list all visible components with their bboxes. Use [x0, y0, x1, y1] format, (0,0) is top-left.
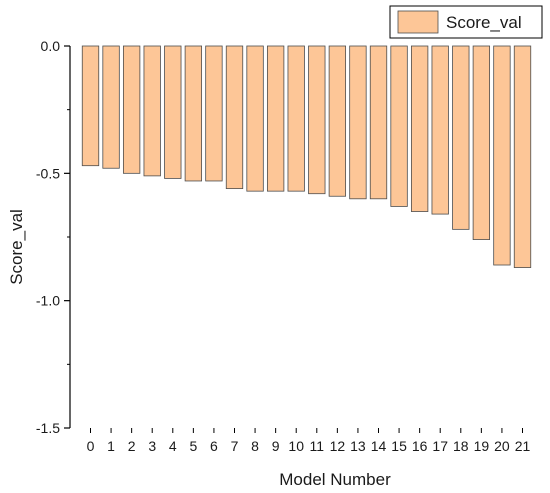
y-tick-label: -1.5 — [36, 420, 60, 436]
y-ticks-group: 0.0 -0.5 -1.0 -1.5 — [36, 38, 70, 436]
bar-13 — [349, 45, 367, 200]
x-tick-label: 13 — [350, 438, 366, 454]
x-tick-label: 7 — [231, 438, 239, 454]
x-tick-label: 4 — [169, 438, 177, 454]
x-tick-label: 0 — [87, 438, 95, 454]
bar-15 — [390, 45, 408, 207]
bar-6 — [205, 45, 223, 182]
bar-3 — [143, 45, 161, 177]
x-tick-label: 6 — [210, 438, 218, 454]
bar-0 — [81, 45, 100, 167]
x-tick-label: 2 — [128, 438, 136, 454]
bar-5 — [184, 45, 203, 182]
x-tick-label: 1 — [107, 438, 115, 454]
bar-9 — [266, 45, 285, 192]
x-tick-label: 9 — [272, 438, 280, 454]
y-axis-title: Score_val — [7, 209, 26, 285]
bar-1 — [102, 45, 120, 169]
bar-12 — [328, 45, 347, 197]
x-tick-label: 8 — [251, 438, 259, 454]
bars-group — [81, 45, 532, 268]
bar-17 — [431, 45, 449, 215]
x-ticks-group: 0 1 2 3 4 5 6 7 8 9 10 11 12 13 14 15 16 17 18 19 20 21 — [87, 428, 531, 454]
x-tick-label: 21 — [515, 438, 531, 454]
legend: Score_val — [389, 5, 543, 39]
x-axis-title: Model Number — [279, 470, 391, 489]
x-tick-label: 16 — [412, 438, 428, 454]
bar-16 — [410, 45, 429, 212]
x-tick-label: 12 — [330, 438, 346, 454]
bar-4 — [164, 45, 182, 179]
x-tick-label: 20 — [494, 438, 510, 454]
x-tick-label: 18 — [453, 438, 469, 454]
bar-10 — [287, 45, 305, 192]
y-tick-label: -0.5 — [36, 165, 60, 181]
y-tick-label: 0.0 — [41, 38, 61, 54]
x-tick-label: 10 — [288, 438, 304, 454]
bar-14 — [369, 45, 388, 200]
y-tick-label: -1.0 — [36, 293, 60, 309]
bar-8 — [246, 45, 264, 192]
x-tick-label: 11 — [310, 438, 325, 454]
bar-20 — [493, 45, 511, 266]
legend-swatch — [397, 10, 439, 34]
x-tick-label: 14 — [371, 438, 387, 454]
x-tick-label: 3 — [148, 438, 156, 454]
bar-2 — [122, 45, 141, 174]
x-tick-label: 15 — [391, 438, 407, 454]
bar-7 — [225, 45, 244, 190]
legend-label: Score_val — [446, 13, 522, 32]
x-tick-label: 19 — [474, 438, 490, 454]
bar-21 — [513, 45, 532, 268]
bar-11 — [308, 45, 326, 195]
bar-18 — [452, 45, 470, 230]
bar-19 — [472, 45, 491, 240]
x-tick-label: 17 — [432, 438, 448, 454]
x-tick-label: 5 — [189, 438, 197, 454]
